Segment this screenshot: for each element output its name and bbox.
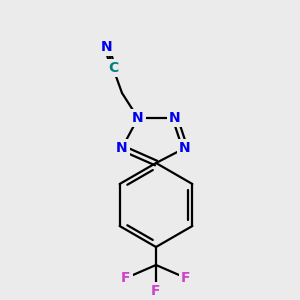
Text: N: N — [101, 40, 113, 54]
Text: F: F — [151, 284, 161, 298]
Text: N: N — [116, 141, 128, 155]
Text: F: F — [121, 271, 131, 285]
Text: F: F — [181, 271, 191, 285]
Text: C: C — [108, 61, 118, 75]
Text: N: N — [179, 141, 191, 155]
Text: N: N — [132, 111, 144, 125]
Text: N: N — [169, 111, 181, 125]
